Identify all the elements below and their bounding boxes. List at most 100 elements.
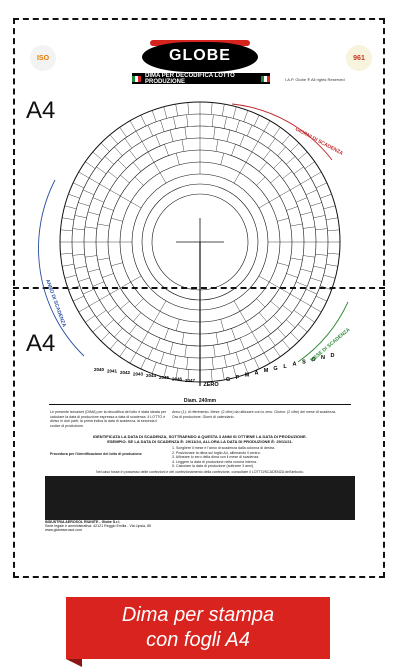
dial-tick [235,352,240,364]
dial-tick [245,321,253,333]
steps-label: Procedura per l'identificazione del lott… [50,452,142,456]
dial-tick [296,281,308,287]
dial-tick [175,368,178,380]
dial-tick [313,265,326,269]
dial-tick [327,229,340,232]
dial-tick [256,298,266,308]
dial-tick [60,252,73,255]
instructions-right: Anno (1): di riferimento. Mese: (2 cifre… [172,410,336,419]
caption-banner: Dima per stampa con fogli A4 [66,597,330,659]
dial-tick [222,104,225,116]
dial-tick [300,299,311,307]
dial-tick [304,161,315,169]
dial-tick [155,134,161,146]
dial-tick [78,305,90,313]
dial-tick [129,120,137,132]
caption-line-2: con fogli A4 [146,629,250,651]
dial-tick [315,228,328,231]
dial-tick [286,319,296,328]
dial-tick [223,355,227,368]
dial-tick [243,362,249,374]
company-web: www.globeaerosol.com [45,528,82,532]
dial-tick [305,288,318,295]
dial-tick [273,315,283,325]
dial-tick [60,229,73,232]
a4-label-top: A4 [26,97,56,124]
dial-tick [74,215,87,219]
dial-tick [300,268,313,273]
dial-tick [253,115,260,127]
dial-tick [87,268,100,273]
dial-tick [286,156,296,165]
dial-tick [68,285,80,291]
dial-tick [290,332,300,342]
dial-tick [279,287,291,295]
dial-tick [220,153,225,165]
dial-tick [104,319,114,328]
dial-tick [78,202,90,207]
dial-tick [243,110,249,122]
dial-tick [257,131,265,142]
dial-tick [164,328,169,340]
dial-tick [151,110,157,122]
dial-tick [245,151,253,163]
dial-tick [92,197,104,203]
dial-tick [153,311,161,322]
month-letter: A [255,370,259,376]
dial-tick [160,352,165,364]
warning-panel [45,476,355,520]
dial-tick [92,324,103,333]
dial-tick [277,146,286,156]
dial-tick [184,345,187,358]
dial-tick [159,172,167,184]
dial-tick [305,189,318,196]
dial-tick [320,193,332,199]
dial-tick [73,182,85,189]
diameter-label: Diam. 240mm [183,398,217,404]
dial-tick [100,142,110,152]
dial-tick [282,305,293,313]
dial-tick [134,298,144,308]
dial-tick [147,321,155,333]
dial-tick [282,134,291,145]
year-label: 2041 [107,368,118,373]
italy-flag-icon [261,75,270,82]
instructions-heading: IDENTIFICATA LA DATA DI SCADENZA, SOTTRA… [93,434,307,444]
dial-tick [114,328,123,338]
dial-tick [85,315,96,323]
dial-tick [233,172,241,184]
month-letter: D [331,353,335,359]
dial-tick [231,328,236,340]
dial-tick [132,162,142,172]
step-item: 3. Allineare lo zero della dima con il m… [172,455,260,460]
dial-tick [211,114,214,127]
dial-tick [251,141,259,153]
dial-tick [96,166,107,174]
dial-tick [226,342,231,355]
dial-tick [147,347,154,360]
dial-tick [323,205,336,210]
dial-tick [109,287,121,295]
diameter-line [49,404,351,405]
dial-tick [109,339,118,350]
dial-tick [160,120,165,132]
italy-flag-icon [132,75,141,82]
dial-tick [97,257,110,261]
dial-tick [109,189,121,197]
dial-tick [210,369,213,382]
year-label: 2043 [133,372,144,377]
dial-tick [82,189,95,196]
dial-tick [253,357,260,369]
dial-tick [320,285,332,291]
dial-tick [258,275,270,283]
dial-tick [64,274,77,279]
dial-tick [310,171,322,179]
dial-tick [99,183,111,191]
dial-tick [263,120,271,132]
month-letter: L [283,364,287,370]
caption-line-1: Dima per stampa [121,604,275,626]
dial-tick [269,195,280,203]
dial-tick [117,315,127,325]
dial-tick [107,305,118,313]
